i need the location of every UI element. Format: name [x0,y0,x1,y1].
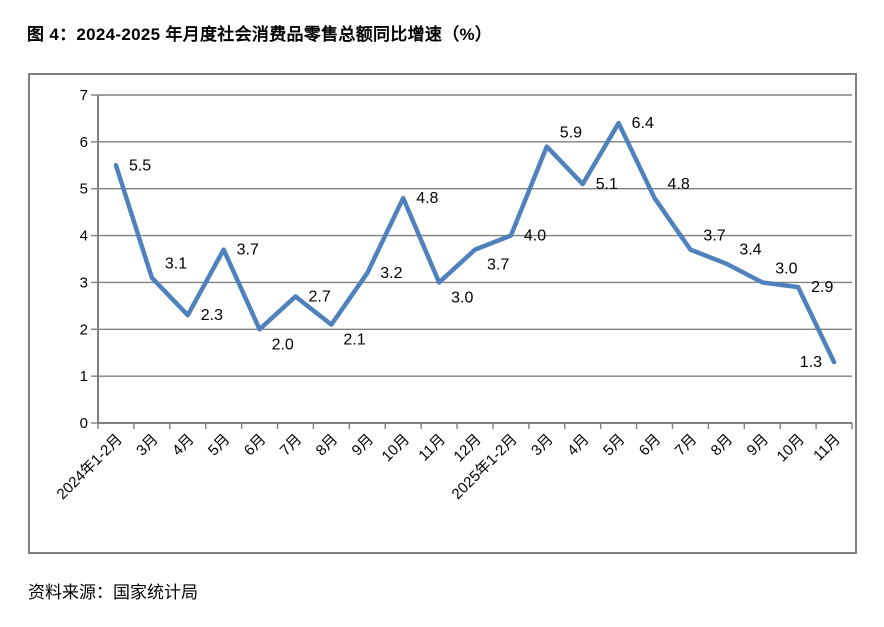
chart-frame: 0 1 2 3 4 5 6 7 2024年1-2月 3月 4月 5月 6月 7月 8月 9月 10月 11月 12月… [28,73,857,554]
x-tick-label: 3月 [133,431,162,460]
data-label: 2.1 [343,332,365,349]
x-tick-label: 2025年1-2月 [449,431,521,503]
source-note: 资料来源：国家统计局 [28,583,198,602]
x-tick-label: 9月 [744,431,773,460]
x-tick-label: 6月 [636,431,665,460]
data-label: 6.4 [632,115,654,132]
data-label: 2.9 [811,279,833,296]
x-tick-label: 4月 [564,431,593,460]
x-tick-label: 11月 [810,431,844,465]
data-label: 3.7 [487,257,509,274]
data-label: 3.1 [165,256,187,273]
x-tick-label: 7月 [277,431,306,460]
y-tick-label: 7 [80,87,88,104]
data-label: 5.1 [596,176,618,193]
data-label: 4.8 [668,176,690,193]
data-label: 3.0 [775,260,797,277]
y-tick-label: 4 [80,228,88,245]
x-tick-label: 7月 [672,431,701,460]
x-tick-label: 9月 [349,431,378,460]
data-label: 2.0 [272,336,294,353]
data-label: 3.4 [739,242,761,259]
x-tick-label: 10月 [379,431,413,465]
data-label: 3.7 [237,242,259,259]
data-label: 3.0 [451,289,473,306]
data-label: 2.7 [308,288,330,305]
x-tick-label: 8月 [708,431,737,460]
x-tick-label: 5月 [205,431,234,460]
data-label: 3.7 [703,228,725,245]
y-tick-label: 5 [80,181,88,198]
x-tick-label: 4月 [169,431,198,460]
y-tick-label: 0 [80,415,88,432]
y-tick-label: 6 [80,134,88,151]
x-tick-label: 3月 [528,431,557,460]
y-tick-label: 2 [80,321,88,338]
series-line [113,120,837,365]
data-label: 5.9 [560,125,582,142]
data-label: 2.3 [201,307,223,324]
data-label: 5.5 [129,157,151,174]
x-tick-label: 10月 [774,431,808,465]
chart-title: 图 4：2024-2025 年月度社会消费品零售总额同比增速（%） [27,25,493,44]
x-tick-label: 2024年1-2月 [54,431,126,503]
data-label: 4.8 [416,190,438,207]
data-label: 3.2 [380,265,402,282]
y-tick-label: 3 [80,274,88,291]
x-tick-label: 11月 [415,431,449,465]
x-tick-label: 8月 [313,431,342,460]
data-label: 1.3 [800,354,822,371]
x-tick-label: 5月 [600,431,629,460]
y-tick-label: 1 [80,368,88,385]
data-label: 4.0 [524,228,546,245]
x-tick-label: 6月 [241,431,270,460]
